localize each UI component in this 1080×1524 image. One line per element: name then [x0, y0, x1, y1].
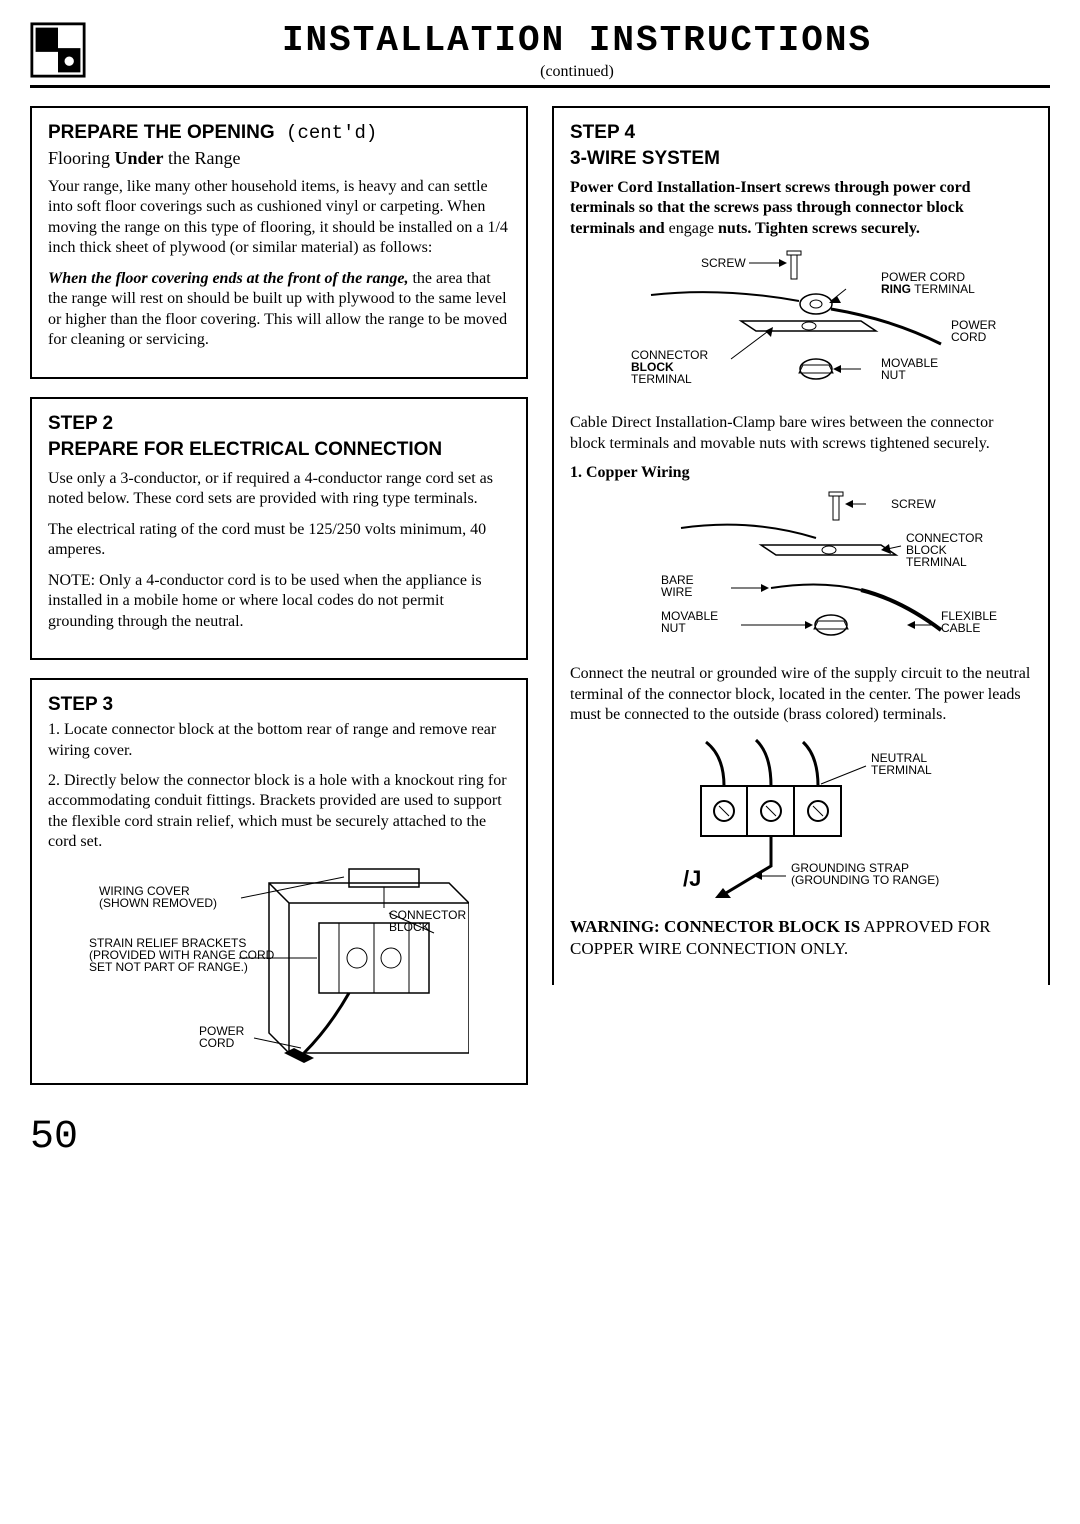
- step3-p1: 1. Locate connector block at the bottom …: [48, 720, 510, 761]
- warning-text: WARNING: CONNECTOR BLOCK IS APPROVED FOR…: [570, 916, 1032, 960]
- step4-box: STEP 4 3-WIRE SYSTEM Power Cord Installa…: [552, 106, 1050, 985]
- d3-neutral2: TERMINAL: [871, 763, 932, 777]
- step3-box: STEP 3 1. Locate connector block at the …: [30, 678, 528, 1085]
- step4-subheading: 3-WIRE SYSTEM: [570, 148, 1032, 170]
- right-column: STEP 4 3-WIRE SYSTEM Power Cord Installa…: [552, 106, 1050, 1085]
- d2-mov2: NUT: [661, 621, 686, 635]
- step4-heading: STEP 4: [570, 122, 1032, 144]
- page-header: INSTALLATION INSTRUCTIONS (continued): [30, 20, 1050, 88]
- subtitle: (continued): [104, 63, 1050, 81]
- flooring-subheading: Flooring Under the Range: [48, 148, 510, 169]
- heading-text: PREPARE THE OPENING: [48, 122, 275, 143]
- step2-p1: Use only a 3-conductor, or if required a…: [48, 469, 510, 510]
- content-columns: PREPARE THE OPENING (cent'd) Flooring Un…: [30, 106, 1050, 1085]
- copper-wiring-label: Copper Wiring: [586, 464, 690, 481]
- label-shown-removed: (SHOWN REMOVED): [99, 896, 217, 910]
- prepare-opening-box: PREPARE THE OPENING (cent'd) Flooring Un…: [30, 106, 528, 379]
- prepare-opening-heading: PREPARE THE OPENING (cent'd): [48, 122, 510, 144]
- label-pcord2: CORD: [951, 330, 987, 344]
- step2-subheading: PREPARE FOR ELECTRICAL CONNECTION: [48, 439, 510, 461]
- copper-wiring-item: 1. Copper Wiring: [570, 464, 1032, 482]
- warning-bold: WARNING: CONNECTOR BLOCK IS: [570, 917, 860, 936]
- heading-suffix: (cent'd): [275, 122, 378, 144]
- main-title: INSTALLATION INSTRUCTIONS: [104, 20, 1050, 61]
- label-conn3: TERMINAL: [631, 372, 692, 386]
- page-number: 50: [30, 1115, 1050, 1160]
- step2-p3: NOTE: Only a 4-conductor cord is to be u…: [48, 571, 510, 632]
- p1-bold2: nuts. Tighten screws securely.: [718, 220, 920, 237]
- d3-ground2: (GROUNDING TO RANGE): [791, 873, 939, 887]
- step2-heading: STEP 2: [48, 413, 510, 435]
- p1-plain: engage: [669, 220, 718, 237]
- left-column: PREPARE THE OPENING (cent'd) Flooring Un…: [30, 106, 528, 1085]
- label-block: BLOCK: [389, 920, 430, 934]
- wiring-cover-diagram-icon: WIRING COVER (SHOWN REMOVED) CONNECTOR B…: [89, 863, 469, 1063]
- d3-jj: /J: [683, 866, 701, 891]
- step3-heading: STEP 3: [48, 694, 510, 716]
- flooring-paragraph-1: Your range, like many other household it…: [48, 177, 510, 259]
- d2-bare2: WIRE: [661, 585, 692, 599]
- appliance-logo-icon: [30, 22, 86, 78]
- p2-lead: When the floor covering ends at the fron…: [48, 270, 408, 287]
- d2-flex2: CABLE: [941, 621, 980, 635]
- step2-box: STEP 2 PREPARE FOR ELECTRICAL CONNECTION…: [30, 397, 528, 660]
- label-movnut2: NUT: [881, 368, 906, 382]
- step4-p1: Power Cord Installation-Insert screws th…: [570, 178, 1032, 239]
- step2-p2: The electrical rating of the cord must b…: [48, 520, 510, 561]
- copper-wiring-diagram-icon: SCREW CONNECTOR BLOCK TERMINAL BARE WIRE: [591, 490, 1011, 660]
- step4-p2: Cable Direct Installation-Clamp bare wir…: [570, 413, 1032, 454]
- label-screw: SCREW: [701, 256, 746, 270]
- flooring-paragraph-2: When the floor covering ends at the fron…: [48, 269, 510, 351]
- step3-p2: 2. Directly below the connector block is…: [48, 771, 510, 853]
- d2-conn3: TERMINAL: [906, 555, 967, 569]
- label-ring2: RING TERMINAL: [881, 282, 975, 296]
- label-strain3: SET NOT PART OF RANGE.): [89, 960, 248, 974]
- title-block: INSTALLATION INSTRUCTIONS (continued): [104, 20, 1050, 81]
- d2-screw: SCREW: [891, 497, 936, 511]
- neutral-terminal-diagram-icon: /J NEUTRAL TERMINAL GROUNDING STRAP (GRO…: [611, 736, 991, 906]
- step4-p3: Connect the neutral or grounded wire of …: [570, 664, 1032, 725]
- label-cord: CORD: [199, 1036, 235, 1050]
- power-cord-install-diagram-icon: SCREW POWER CORD RING TERMINAL POWER COR…: [591, 249, 1011, 409]
